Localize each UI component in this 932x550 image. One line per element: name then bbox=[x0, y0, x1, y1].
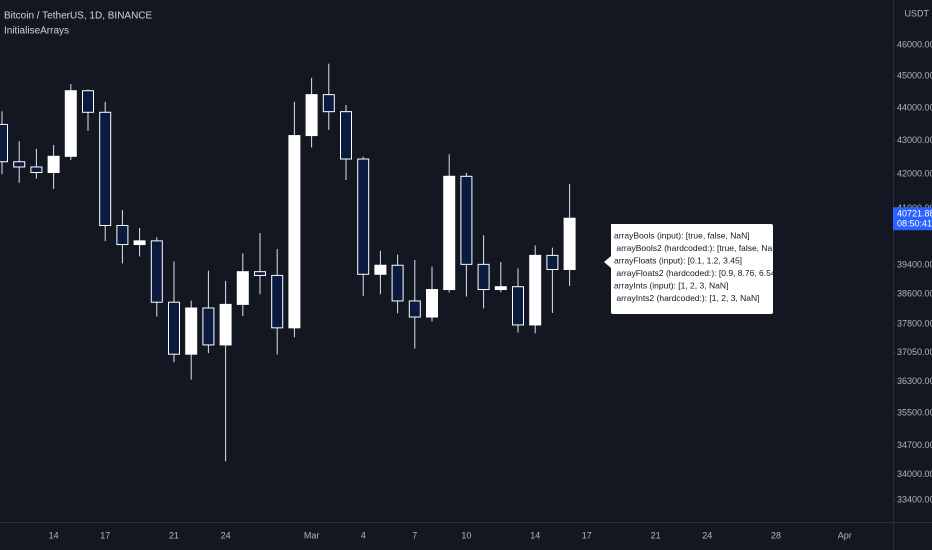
x-tick-label: 24 bbox=[221, 530, 231, 540]
candle-body bbox=[477, 263, 490, 291]
y-tick-label: 33400.00 bbox=[897, 494, 932, 504]
x-tick-label: 4 bbox=[361, 530, 366, 540]
candle-body bbox=[512, 286, 524, 326]
y-tick-label: 36300.00 bbox=[897, 376, 932, 386]
candle-body bbox=[357, 158, 370, 275]
tooltip: arrayBools (input): [true, false, NaN] a… bbox=[604, 224, 823, 314]
x-tick-label: 17 bbox=[582, 530, 592, 540]
x-tick-label: 10 bbox=[461, 530, 471, 540]
candle-body bbox=[13, 161, 26, 168]
candle-body bbox=[236, 271, 249, 305]
x-tick-label: 24 bbox=[702, 530, 712, 540]
tooltip-line: arrayBools2 (hardcoded:): [true, false, … bbox=[614, 243, 823, 253]
candle-body bbox=[133, 240, 146, 246]
y-tick-label: 46000.00 bbox=[897, 39, 932, 49]
candle-body bbox=[288, 135, 301, 329]
y-tick-label: 43000.00 bbox=[897, 135, 932, 145]
y-tick-label: 34700.00 bbox=[897, 440, 932, 450]
candle-body bbox=[150, 240, 163, 303]
candle-body bbox=[254, 271, 266, 276]
x-tick-label: Mar bbox=[304, 530, 320, 540]
y-tick-label: 39400.00 bbox=[897, 260, 932, 270]
candle-body bbox=[426, 289, 438, 318]
tooltip-box bbox=[604, 224, 773, 314]
candle-body bbox=[82, 90, 94, 113]
last-price-label: 40721.88 bbox=[897, 209, 932, 219]
candle-body bbox=[494, 286, 507, 291]
candle-body bbox=[374, 264, 387, 275]
candle-body bbox=[305, 94, 318, 137]
candle-body bbox=[99, 111, 112, 226]
candle-body bbox=[47, 155, 60, 174]
candle-body bbox=[0, 123, 8, 163]
candle-body bbox=[185, 307, 198, 355]
candle-body bbox=[168, 301, 180, 355]
tooltip-line: arrayFloats (input): [0.1, 1.2, 3.45] bbox=[614, 255, 742, 265]
candle-body bbox=[322, 94, 335, 113]
candle-body bbox=[64, 90, 77, 157]
x-tick-label: 14 bbox=[530, 530, 540, 540]
x-tick-label: 17 bbox=[100, 530, 110, 540]
x-tick-label: 7 bbox=[412, 530, 417, 540]
candle-body bbox=[529, 254, 542, 326]
candle-body bbox=[563, 217, 576, 270]
y-tick-label: 37050.00 bbox=[897, 347, 932, 357]
y-tick-label: 38600.00 bbox=[897, 289, 932, 299]
indicator-name[interactable]: InitialiseArrays bbox=[4, 26, 69, 37]
last-price-tag bbox=[893, 207, 932, 231]
x-tick-label: 14 bbox=[49, 530, 59, 540]
currency[interactable]: USDT bbox=[905, 8, 930, 18]
candle-body bbox=[30, 166, 43, 174]
candle-body bbox=[202, 307, 215, 346]
candle-body bbox=[460, 175, 473, 265]
candle-body bbox=[116, 224, 129, 246]
candle-body bbox=[546, 254, 559, 270]
y-tick-label: 44000.00 bbox=[897, 103, 932, 113]
candle-body bbox=[443, 175, 456, 291]
x-tick-label: 21 bbox=[169, 530, 179, 540]
x-tick-label: Apr bbox=[838, 530, 852, 540]
tooltip-line: arrayFloats2 (hardcoded:): [0.9, 8.76, 6… bbox=[614, 268, 800, 278]
tooltip-line: arrayBools (input): [true, false, NaN] bbox=[614, 230, 750, 240]
candle-body bbox=[391, 264, 404, 302]
chart-title: Bitcoin / TetherUS, 1D, BINANCE bbox=[4, 11, 153, 22]
y-tick-label: 34000.00 bbox=[897, 469, 932, 479]
x-tick-label: 21 bbox=[651, 530, 661, 540]
candle-body bbox=[219, 303, 232, 346]
tooltip-line: arrayInts (input): [1, 2, 3, NaN] bbox=[614, 280, 728, 290]
candle-body bbox=[340, 111, 352, 160]
tooltip-line: arrayInts2 (hardcoded:): [1, 2, 3, NaN] bbox=[614, 293, 760, 303]
countdown: 08:50:41 bbox=[897, 219, 932, 229]
candle-body bbox=[408, 300, 421, 318]
y-tick-label: 45000.00 bbox=[897, 71, 932, 81]
x-tick-label: 28 bbox=[771, 530, 781, 540]
y-tick-label: 42000.00 bbox=[897, 169, 932, 179]
y-tick-label: 35500.00 bbox=[897, 408, 932, 418]
y-tick-label: 37800.00 bbox=[897, 318, 932, 328]
candle-body bbox=[271, 274, 284, 329]
